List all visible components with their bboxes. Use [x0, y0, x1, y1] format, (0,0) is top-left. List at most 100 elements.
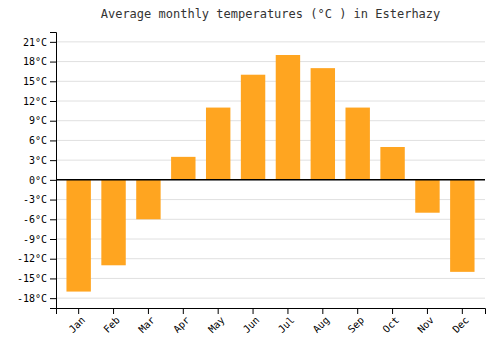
x-tick: Nov: [415, 308, 436, 335]
y-tick-mark: [50, 140, 56, 141]
y-tick: 18°C: [23, 56, 56, 67]
y-tick-label: 12°C: [23, 96, 47, 107]
y-tick-mark: [50, 239, 56, 240]
y-tick: 21°C: [23, 37, 56, 48]
bar: [380, 147, 404, 180]
x-tick: Jun: [241, 308, 262, 335]
y-tick-label: 0°C: [29, 175, 47, 186]
y-tick-label: 15°C: [23, 76, 47, 87]
grid-line: [56, 81, 485, 82]
y-axis-line: [50, 33, 57, 309]
x-tick-label: Oct: [381, 314, 402, 335]
y-tick-mark: [50, 62, 56, 63]
x-tick-mark: [148, 308, 149, 314]
grid-line: [56, 101, 485, 102]
x-tick-mark: [113, 308, 114, 314]
grid-line: [56, 160, 485, 161]
bars: [66, 55, 474, 292]
x-tick-mark: [218, 308, 219, 314]
x-tick-mark: [183, 308, 184, 314]
y-tick-label: 18°C: [23, 56, 47, 67]
grid-line: [56, 41, 485, 42]
y-tick-label: 3°C: [29, 155, 47, 166]
y-tick-mark: [50, 101, 56, 102]
y-tick-mark: [50, 278, 56, 279]
chart: -18°C -15°C -12°C -9°C -6°C -3°C 0°C 3°C 6°C 9°C 1…: [0, 0, 500, 350]
y-tick-mark: [50, 160, 56, 161]
x-tick-mark: [78, 308, 79, 314]
y-tick-mark: [50, 298, 56, 299]
bar: [450, 180, 474, 272]
x-tick-label: Aug: [311, 314, 332, 335]
x-tick: Oct: [381, 308, 402, 335]
grid-line: [56, 298, 485, 299]
y-tick: 0°C: [29, 175, 56, 186]
x-tick-mark: [322, 308, 323, 314]
x-tick: Aug: [311, 308, 332, 335]
x-tick-label: Nov: [415, 314, 436, 335]
y-tick-label: -15°C: [17, 273, 47, 284]
y-tick-label: -12°C: [17, 253, 47, 264]
y-tick: 9°C: [29, 115, 56, 126]
bar: [136, 180, 160, 219]
y-tick-mark: [50, 200, 56, 201]
y-tick: -9°C: [23, 234, 56, 245]
grid: [56, 42, 485, 298]
grid-line: [56, 120, 485, 121]
bar: [171, 157, 195, 180]
x-tick-label: Mar: [136, 314, 157, 335]
bar: [101, 180, 125, 265]
y-tick: -15°C: [17, 273, 56, 284]
x-tick-mark: [253, 308, 254, 314]
bar: [206, 108, 230, 180]
x-tick-mark: [462, 308, 463, 314]
x-tick-mark: [287, 308, 288, 314]
y-tick-mark: [50, 42, 56, 43]
zero-line: [56, 179, 485, 181]
x-tick: Feb: [101, 308, 122, 335]
y-tick: -18°C: [17, 293, 56, 304]
x-tick-label: Jan: [67, 314, 88, 335]
grid-line: [56, 140, 485, 141]
grid-line: [56, 61, 485, 62]
title: Average monthly temperatures (°C ) in Es…: [101, 7, 441, 21]
y-tick: -12°C: [17, 253, 56, 264]
x-tick-label: Dec: [450, 314, 471, 335]
bar: [241, 75, 265, 180]
x-tick-mark: [427, 308, 428, 314]
plot: -18°C -15°C -12°C -9°C -6°C -3°C 0°C 3°C 6°C 9°C 1…: [17, 33, 486, 335]
y-tick-mark: [50, 121, 56, 122]
x-tick-label: Apr: [171, 314, 192, 335]
bar: [311, 68, 335, 180]
y-tick-mark: [50, 81, 56, 82]
y-tick-mark: [50, 180, 56, 181]
x-tick: Mar: [136, 308, 157, 335]
grid-line: [56, 278, 485, 279]
y-tick: -3°C: [23, 194, 56, 205]
y-tick: 3°C: [29, 155, 56, 166]
y-tick: 12°C: [23, 96, 56, 107]
y-tick: 6°C: [29, 135, 56, 146]
x-tick: May: [206, 308, 227, 335]
y-tick-label: -18°C: [17, 293, 47, 304]
x-tick: Jan: [67, 308, 88, 335]
y-tick-label: 6°C: [29, 135, 47, 146]
y-tick-mark: [50, 219, 56, 220]
y-axis: -18°C -15°C -12°C -9°C -6°C -3°C 0°C 3°C 6°C 9°C 1…: [17, 33, 57, 309]
y-tick-mark: [50, 259, 56, 260]
x-tick-label: May: [206, 314, 227, 335]
y-tick-label: -6°C: [23, 214, 47, 225]
bar: [66, 180, 90, 292]
bar: [276, 55, 300, 180]
x-tick: Apr: [171, 308, 192, 335]
x-tick-mark: [357, 308, 358, 314]
x-tick-label: Jun: [241, 314, 262, 335]
x-tick: Dec: [450, 308, 471, 335]
bar: [415, 180, 439, 213]
y-tick-label: 21°C: [23, 37, 47, 48]
x-tick-mark: [392, 308, 393, 314]
x-tick-label: Sep: [346, 314, 367, 335]
x-tick: Sep: [346, 308, 367, 335]
bar: [345, 108, 369, 180]
grid-line: [56, 179, 485, 180]
